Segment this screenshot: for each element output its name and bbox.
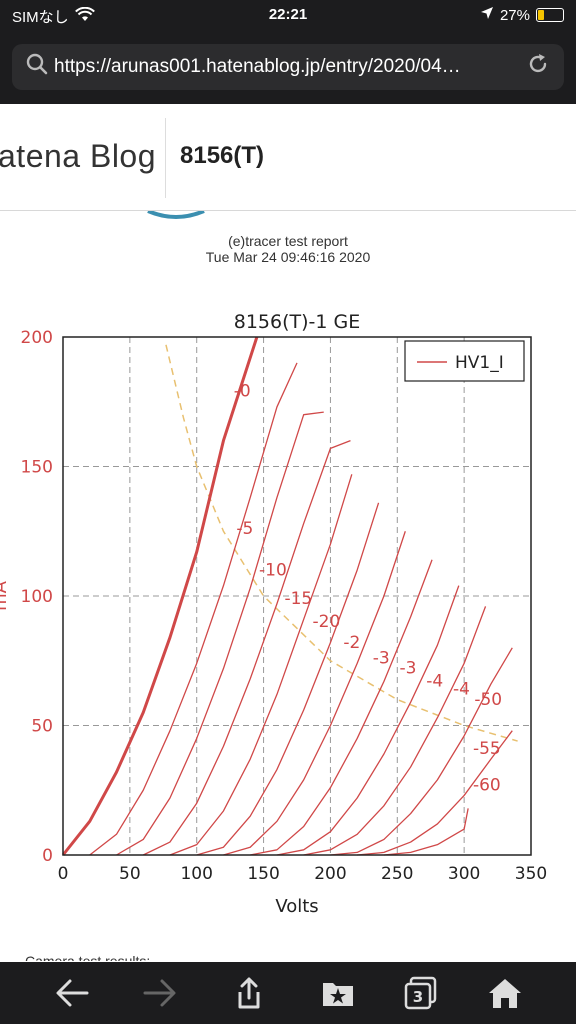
curve-label: -5 xyxy=(236,519,253,539)
curve-series xyxy=(89,362,298,856)
y-tick-label: 150 xyxy=(21,458,53,478)
curve-series xyxy=(61,336,259,856)
y-axis-label: mA xyxy=(0,580,11,611)
x-tick-label: 350 xyxy=(515,864,547,884)
report-date: Tue Mar 24 09:46:16 2020 xyxy=(205,249,371,265)
url-text[interactable]: https://arunas001.hatenablog.jp/entry/20… xyxy=(54,56,461,77)
report-title: (e)tracer test report xyxy=(228,233,348,249)
legend-label: HV1_I xyxy=(455,353,504,373)
home-button[interactable] xyxy=(485,976,525,1010)
status-left: SIMなし xyxy=(12,6,95,27)
blog-title[interactable]: 8156(T) xyxy=(180,142,265,169)
search-icon xyxy=(26,53,48,81)
curve-series xyxy=(357,730,513,856)
curve-label: -20 xyxy=(313,612,341,632)
curve-label: -3 xyxy=(400,659,417,679)
curve-series xyxy=(223,531,406,856)
bookmarks-button[interactable] xyxy=(318,976,358,1010)
curve-label: -4 xyxy=(426,672,443,692)
curve-label: -0 xyxy=(234,382,251,402)
curve-series xyxy=(250,559,433,856)
x-tick-label: 150 xyxy=(247,864,279,884)
curve-label: -60 xyxy=(473,775,501,795)
y-tick-label: 0 xyxy=(42,846,53,866)
battery-percent: 27% xyxy=(499,6,530,24)
tab-count: 3 xyxy=(413,988,423,1006)
plot-frame xyxy=(62,336,532,856)
curve-label: -15 xyxy=(284,589,312,609)
chart-curves xyxy=(61,336,513,856)
curve-series xyxy=(383,808,469,856)
curve-label: -4 xyxy=(453,679,470,699)
decorative-arc xyxy=(147,211,205,219)
header-divider xyxy=(165,118,166,198)
curve-series xyxy=(330,647,513,856)
y-tick-label: 50 xyxy=(31,717,53,737)
share-icon xyxy=(238,977,260,1009)
clock: 22:21 xyxy=(268,6,308,23)
curve-series xyxy=(196,502,380,856)
x-axis-label: Volts xyxy=(275,896,318,917)
wifi-icon xyxy=(74,6,95,26)
blog-logo[interactable]: atena Blog xyxy=(0,138,157,174)
bookmark-folder-icon xyxy=(323,983,353,1006)
y-tick-label: 100 xyxy=(21,587,53,607)
status-right: 27% xyxy=(480,6,564,24)
x-tick-label: 250 xyxy=(381,864,413,884)
back-arrow-icon xyxy=(56,979,89,1007)
status-bar: SIMなし 22:21 27% xyxy=(0,0,576,32)
curve-series xyxy=(142,439,351,856)
legend-box xyxy=(404,340,525,382)
browser-address-area: https://arunas001.hatenablog.jp/entry/20… xyxy=(0,32,576,104)
tabs-icon: 3 xyxy=(404,976,437,1010)
address-bar[interactable]: https://arunas001.hatenablog.jp/entry/20… xyxy=(12,44,564,90)
chart-title: 8156(T)-1 GE xyxy=(234,311,361,333)
carrier-label: SIMなし xyxy=(12,9,69,26)
share-button[interactable] xyxy=(229,976,269,1010)
forward-arrow-icon xyxy=(143,979,176,1007)
curve-label: -2 xyxy=(343,633,360,653)
browser-toolbar: 3 xyxy=(0,962,576,1024)
home-icon xyxy=(489,979,521,1008)
curve-label: -55 xyxy=(473,739,501,759)
curve-label: -50 xyxy=(474,690,502,710)
x-tick-label: 100 xyxy=(180,864,212,884)
curve-label: -10 xyxy=(259,560,287,580)
location-icon xyxy=(480,6,494,24)
following-paragraph: Camera test results: xyxy=(25,953,151,961)
back-button[interactable] xyxy=(52,976,92,1010)
plate-curve-chart: 8156(T)-1 GE 0 50 100 150 200 250 300 350 0 50 100… xyxy=(0,311,548,917)
battery-icon xyxy=(536,8,564,22)
x-tick-label: 300 xyxy=(448,864,480,884)
curve-series xyxy=(303,606,487,856)
chart-ticks: 0 50 100 150 200 250 300 350 0 50 100 150 200 xyxy=(21,328,548,884)
reload-icon[interactable] xyxy=(526,52,550,82)
curve-series xyxy=(276,585,460,856)
x-tick-label: 50 xyxy=(119,864,141,884)
curve-series xyxy=(116,411,324,856)
curve-series xyxy=(169,474,353,856)
chart-annotations: -0-5-10-15-20-2-3-3-4 -4-50-55-60 xyxy=(234,382,502,796)
y-tick-label: 200 xyxy=(21,328,53,348)
x-tick-label: 0 xyxy=(58,864,69,884)
tabs-button[interactable]: 3 xyxy=(400,976,440,1010)
x-tick-label: 200 xyxy=(314,864,346,884)
article-content: (e)tracer test report Tue Mar 24 09:46:1… xyxy=(0,211,576,961)
blog-header: atena Blog 8156(T) xyxy=(0,104,576,211)
forward-button[interactable] xyxy=(140,976,180,1010)
chart-legend: HV1_I xyxy=(404,340,525,382)
curve-label: -3 xyxy=(373,648,390,668)
